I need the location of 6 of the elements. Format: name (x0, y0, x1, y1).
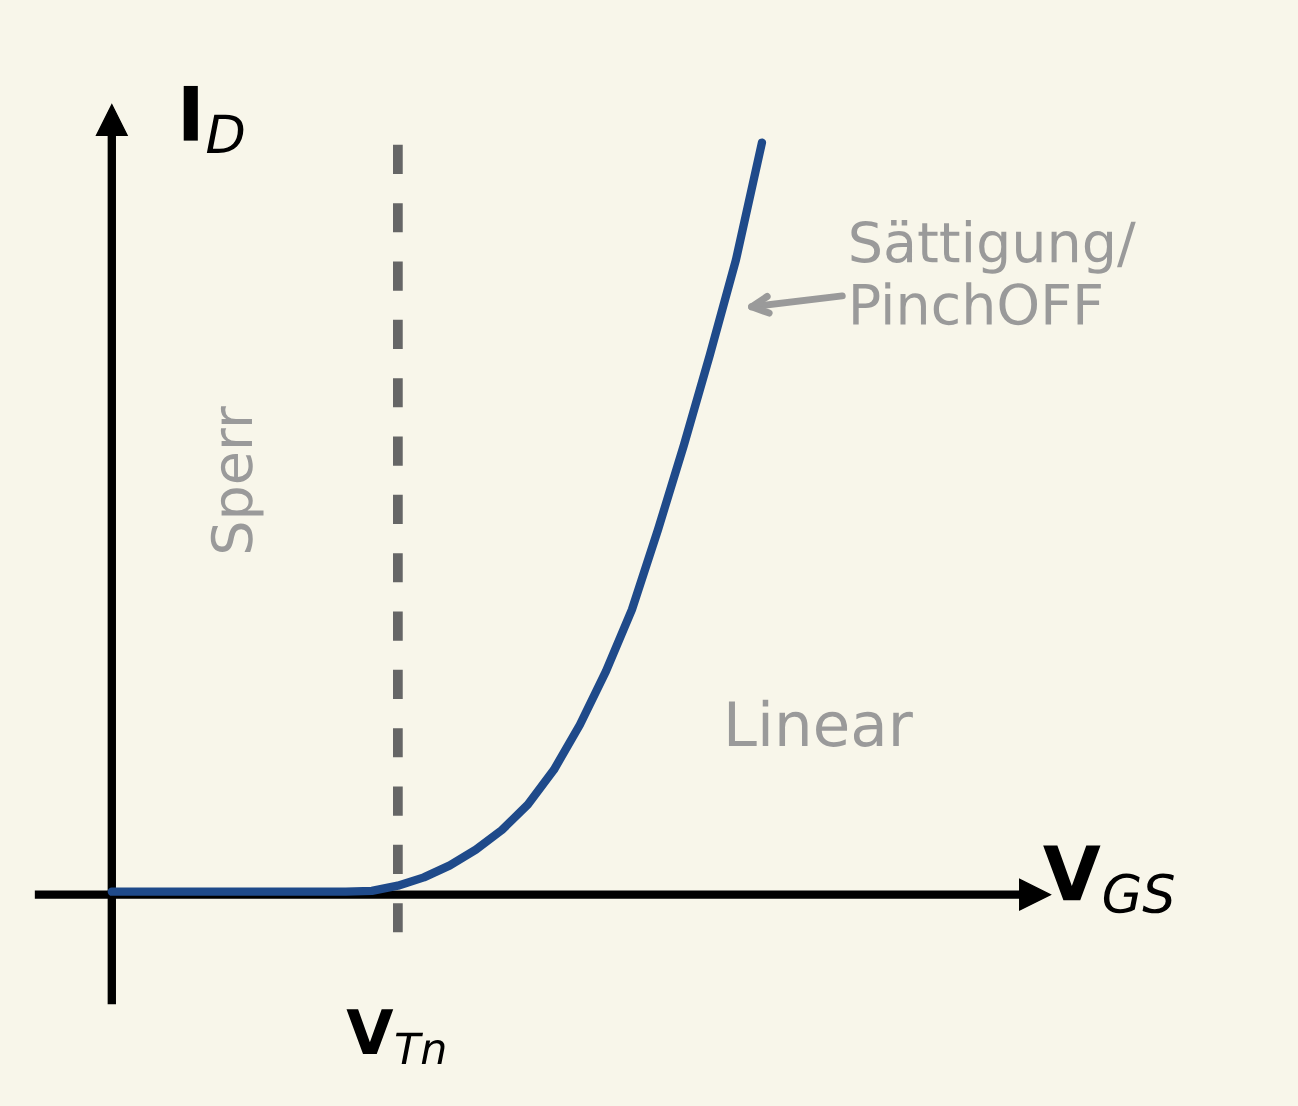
text: V$_{Tn}$ (346, 1009, 445, 1064)
annotation: Sperr (210, 406, 264, 553)
annotation: Linear (728, 699, 913, 747)
y-axis-title: I$_{D}$ (183, 85, 244, 153)
annotation: Sättigung/ PinchOFF (851, 219, 1136, 326)
x-axis-title: V$_{GS}$ (1043, 845, 1174, 914)
